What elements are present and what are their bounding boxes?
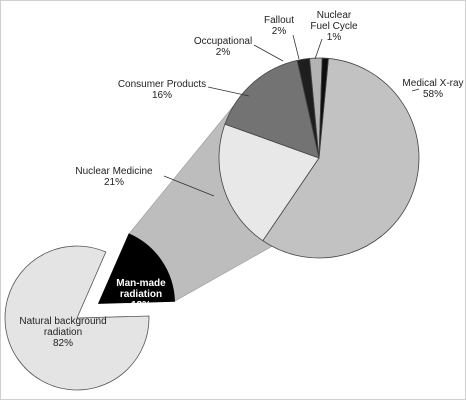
- label-consumer-products: Consumer Products 16%: [118, 79, 206, 101]
- label-consumer-products-line-2: 16%: [152, 90, 172, 101]
- label-natural-background-radiation-line-3: 82%: [53, 338, 73, 349]
- label-nuclear-medicine-line-1: Nuclear Medicine: [75, 166, 153, 177]
- label-man-made-radiation: Man-made radiation 18%: [116, 278, 166, 311]
- labels-layer: Natural background radiation 82%Man-made ra…: [19, 10, 463, 349]
- label-natural-background-radiation: Natural background radiation 82%: [19, 316, 106, 349]
- leader-consumer-products: [207, 86, 250, 97]
- label-nuclear-fuel-cycle-line-2: Fuel Cycle: [310, 21, 358, 32]
- slice-nuclear-fuel-cycle: [318, 57, 329, 159]
- leader-medical-x-ray: [411, 88, 420, 92]
- leader-lines-layer: [163, 34, 420, 197]
- slice-natural-background-radiation: [4, 245, 150, 391]
- label-nuclear-fuel-cycle: Nuclear Fuel Cycle 1%: [310, 10, 358, 43]
- label-man-made-radiation-line-3: 18%: [131, 300, 151, 311]
- label-fallout: Fallout 2%: [264, 15, 294, 37]
- label-man-made-radiation-line-2: radiation: [120, 289, 162, 300]
- slice-nuclear-medicine: [218, 123, 320, 242]
- label-nuclear-medicine: Nuclear Medicine 21%: [75, 166, 153, 188]
- slice-consumer-products: [224, 59, 320, 159]
- label-occupational-line-2: 2%: [216, 47, 231, 58]
- label-fallout-line-1: Fallout: [264, 15, 294, 26]
- leader-nuclear-fuel-cycle: [314, 38, 323, 60]
- leader-fallout: [292, 34, 300, 60]
- label-fallout-line-2: 2%: [272, 26, 287, 37]
- label-occupational-line-1: Occupational: [194, 36, 252, 47]
- man-made-breakdown-pie: [218, 57, 420, 259]
- label-nuclear-medicine-line-2: 21%: [104, 177, 124, 188]
- overall-pie: [4, 233, 175, 391]
- label-nuclear-fuel-cycle-line-3: 1%: [327, 32, 342, 43]
- slice-man-made-radiation: [97, 233, 175, 304]
- label-consumer-products-line-1: Consumer Products: [118, 79, 206, 90]
- slice-medical-x-ray: [262, 58, 420, 259]
- label-man-made-radiation-line-1: Man-made: [116, 278, 166, 289]
- label-medical-x-ray-line-1: Medical X-ray: [402, 78, 463, 89]
- label-nuclear-fuel-cycle-line-1: Nuclear: [317, 10, 352, 21]
- label-medical-x-ray: Medical X-ray 58%: [402, 78, 463, 100]
- label-medical-x-ray-line-2: 58%: [423, 89, 443, 100]
- leader-occupational: [253, 44, 284, 62]
- label-occupational: Occupational 2%: [194, 36, 252, 58]
- label-natural-background-radiation-line-2: radiation: [44, 327, 82, 338]
- label-natural-background-radiation-line-1: Natural background: [19, 316, 106, 327]
- leader-nuclear-medicine: [163, 175, 215, 197]
